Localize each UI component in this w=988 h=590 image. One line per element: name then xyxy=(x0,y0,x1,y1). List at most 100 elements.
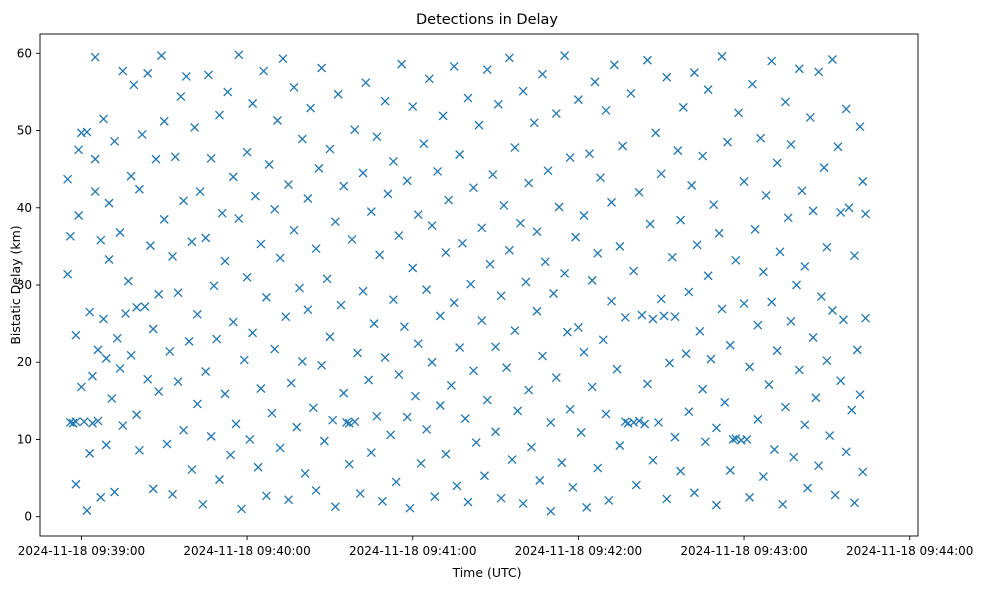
data-point xyxy=(394,370,404,380)
data-point xyxy=(159,116,169,126)
data-point xyxy=(419,139,429,149)
data-point xyxy=(593,248,603,258)
data-point xyxy=(808,206,818,216)
data-point xyxy=(311,244,321,254)
data-point xyxy=(629,418,639,427)
data-point xyxy=(466,279,476,289)
data-point xyxy=(289,82,299,92)
data-point xyxy=(463,497,473,507)
data-point xyxy=(855,390,865,400)
data-point xyxy=(444,195,454,205)
data-point xyxy=(731,255,741,265)
data-point xyxy=(286,378,296,388)
data-point xyxy=(123,276,133,286)
data-point xyxy=(358,286,368,296)
data-point xyxy=(220,256,230,266)
data-point xyxy=(212,334,222,344)
data-point xyxy=(201,367,211,376)
data-point xyxy=(739,299,749,308)
data-point xyxy=(678,102,688,112)
data-point xyxy=(143,374,153,384)
data-point xyxy=(90,52,100,62)
data-point xyxy=(63,269,73,279)
data-point xyxy=(430,492,440,502)
data-point xyxy=(656,169,666,179)
data-point xyxy=(700,437,710,447)
data-point xyxy=(284,180,293,190)
data-point xyxy=(71,417,81,427)
data-point xyxy=(328,415,338,425)
data-point xyxy=(209,281,219,291)
y-tick-label: 40 xyxy=(17,201,32,215)
data-point xyxy=(659,311,669,321)
data-point xyxy=(551,373,561,383)
data-point xyxy=(416,458,426,468)
data-point xyxy=(560,268,570,278)
data-point xyxy=(377,496,387,506)
data-point xyxy=(101,440,111,450)
data-point xyxy=(220,389,230,399)
data-point xyxy=(413,210,423,220)
data-point xyxy=(394,231,404,241)
data-point xyxy=(714,228,724,238)
data-point xyxy=(217,208,227,218)
data-point xyxy=(850,251,859,261)
data-point xyxy=(460,414,470,424)
data-point xyxy=(670,432,680,442)
data-point xyxy=(110,136,120,146)
data-point xyxy=(342,418,351,427)
data-point xyxy=(118,421,128,431)
data-point xyxy=(215,475,224,485)
data-point xyxy=(330,502,340,512)
data-point xyxy=(491,342,501,352)
data-point xyxy=(504,245,514,255)
data-point xyxy=(435,401,445,410)
data-point xyxy=(626,89,636,98)
data-point xyxy=(284,495,293,505)
data-point xyxy=(190,122,200,132)
data-point xyxy=(82,506,92,515)
data-point xyxy=(179,425,189,435)
x-tick-label: 2024-11-18 09:44:00 xyxy=(846,544,973,558)
data-point xyxy=(717,304,727,314)
data-point xyxy=(681,349,691,359)
data-point xyxy=(557,458,567,468)
x-tick-label: 2024-11-18 09:39:00 xyxy=(18,544,145,558)
data-point xyxy=(861,209,871,219)
y-tick-label: 10 xyxy=(17,432,32,446)
data-point xyxy=(375,250,385,260)
data-point xyxy=(739,177,749,186)
data-point xyxy=(347,234,357,244)
data-point xyxy=(132,302,142,312)
data-point xyxy=(482,65,492,74)
data-point xyxy=(275,253,285,263)
data-point xyxy=(68,418,78,428)
data-point xyxy=(709,200,719,210)
data-point xyxy=(441,449,451,459)
data-point xyxy=(259,66,269,76)
data-point xyxy=(107,394,117,403)
data-point xyxy=(676,215,686,225)
data-point xyxy=(325,332,335,342)
data-point xyxy=(206,431,216,441)
data-point xyxy=(314,163,324,173)
x-tick-label: 2024-11-18 09:41:00 xyxy=(349,544,476,558)
data-point xyxy=(386,430,396,440)
data-point xyxy=(772,346,782,356)
data-point xyxy=(634,416,644,426)
data-point xyxy=(402,176,412,186)
data-point xyxy=(399,322,409,332)
data-point xyxy=(758,472,768,481)
data-point xyxy=(612,364,622,374)
y-tick-label: 0 xyxy=(24,510,32,524)
data-point xyxy=(388,295,398,305)
data-point xyxy=(372,132,382,142)
data-point xyxy=(808,333,818,342)
data-point xyxy=(620,312,630,322)
data-point xyxy=(234,50,244,60)
data-point xyxy=(538,69,547,79)
data-point xyxy=(662,494,672,504)
data-point xyxy=(110,487,120,497)
data-point xyxy=(154,387,164,397)
data-point xyxy=(794,64,804,74)
